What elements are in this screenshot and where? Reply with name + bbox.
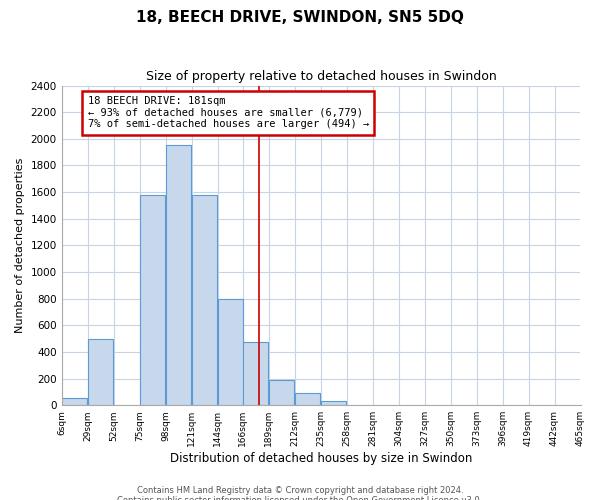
Text: Contains public sector information licensed under the Open Government Licence v3: Contains public sector information licen… xyxy=(118,496,482,500)
Bar xyxy=(62,398,88,405)
Text: Contains HM Land Registry data © Crown copyright and database right 2024.: Contains HM Land Registry data © Crown c… xyxy=(137,486,463,495)
Bar xyxy=(88,338,113,405)
Bar xyxy=(320,401,346,405)
Bar xyxy=(166,146,191,405)
Bar xyxy=(140,195,166,405)
Bar xyxy=(192,195,217,405)
Text: 18 BEECH DRIVE: 181sqm
← 93% of detached houses are smaller (6,779)
7% of semi-d: 18 BEECH DRIVE: 181sqm ← 93% of detached… xyxy=(88,96,369,130)
Bar xyxy=(242,342,268,405)
Y-axis label: Number of detached properties: Number of detached properties xyxy=(15,158,25,333)
Bar xyxy=(218,298,244,405)
Bar xyxy=(295,393,320,405)
Text: 18, BEECH DRIVE, SWINDON, SN5 5DQ: 18, BEECH DRIVE, SWINDON, SN5 5DQ xyxy=(136,10,464,25)
Bar xyxy=(269,380,295,405)
X-axis label: Distribution of detached houses by size in Swindon: Distribution of detached houses by size … xyxy=(170,452,472,465)
Title: Size of property relative to detached houses in Swindon: Size of property relative to detached ho… xyxy=(146,70,496,83)
